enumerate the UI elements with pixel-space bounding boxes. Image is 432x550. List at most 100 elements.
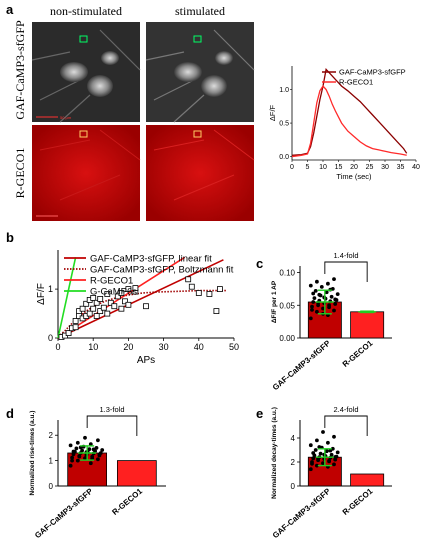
- row-label-green: GAF-CaMP3-sfGFP: [13, 20, 27, 120]
- data-dot: [329, 294, 334, 299]
- panel-c-letter: c: [256, 256, 263, 271]
- data-dot: [317, 292, 322, 297]
- col-label-nonstim: non-stimulated: [50, 4, 122, 18]
- legend-label: GAF-CaMP3-sfGFP, Boltzmann fit: [90, 265, 234, 276]
- x-tick-label: 5: [306, 164, 310, 171]
- data-dot: [321, 306, 325, 311]
- bar-chart-e: 0 2 4 Normalized decay-times (a.u.) 2.4-fold…: [271, 405, 392, 540]
- y-tick-label: 0: [291, 482, 296, 491]
- x-tick-label: 10: [319, 164, 327, 171]
- y-tick-label: 2: [291, 458, 296, 467]
- scatter-point: [188, 283, 195, 290]
- row-label-red: R-GECO1: [13, 148, 27, 199]
- scatter-point: [97, 295, 104, 302]
- significance-bracket: [324, 415, 368, 436]
- data-dot: [91, 447, 96, 452]
- data-dot: [70, 455, 74, 460]
- bar: [350, 473, 385, 487]
- series-line: [291, 68, 408, 156]
- y-axis-label: ΔF/F: [36, 283, 47, 305]
- legend-label: R-GECO1: [339, 78, 373, 87]
- data-dot: [87, 447, 92, 452]
- data-dot: [313, 289, 318, 293]
- data-dot: [308, 443, 313, 448]
- category-label: R-GECO1: [341, 486, 375, 517]
- data-dot: [316, 303, 320, 308]
- bar: [117, 460, 157, 487]
- category-label: GAF-CaMP3-sfGFP: [271, 338, 333, 392]
- fit-line: [57, 256, 186, 339]
- scatter-point: [213, 308, 220, 315]
- y-tick-label: 1: [48, 284, 53, 294]
- data-dot: [324, 290, 329, 295]
- series-line: [291, 85, 407, 158]
- data-dot: [333, 302, 338, 306]
- legend-label: GAF-CaMP3-sfGFP: [339, 68, 406, 77]
- micrograph-green-stim: [145, 22, 255, 123]
- panel-a-letter: a: [6, 2, 14, 17]
- data-dot: [88, 442, 93, 446]
- panel-d-letter: d: [6, 406, 14, 421]
- panel-e-letter: e: [256, 406, 263, 421]
- y-axis-label: Normalized decay-times (a.u.): [271, 407, 278, 499]
- micrograph-red-stim: [146, 125, 255, 221]
- x-tick-label: 40: [412, 164, 420, 171]
- col-label-stim: stimulated: [175, 4, 225, 18]
- y-tick-label: 4: [291, 434, 296, 443]
- scatter-point: [104, 310, 111, 317]
- scatter-point: [206, 291, 213, 297]
- data-dot: [312, 296, 317, 300]
- data-dot: [333, 297, 338, 302]
- scatter-point: [125, 286, 132, 293]
- y-axis-label: Normalized rise-times (a.u.): [29, 411, 36, 496]
- data-dot: [313, 448, 318, 452]
- data-dot: [77, 454, 82, 459]
- x-tick-label: 35: [397, 164, 405, 171]
- x-tick-label: 10: [88, 342, 98, 352]
- data-dot: [315, 279, 319, 284]
- scatter-point: [118, 305, 125, 312]
- data-dot: [75, 458, 80, 463]
- scale-bar-text: 50 µm: [60, 115, 72, 120]
- scatter-point: [90, 294, 97, 301]
- panel-b-letter: b: [6, 230, 14, 245]
- data-dot: [332, 434, 336, 439]
- data-dot: [332, 462, 336, 467]
- scatter-point: [97, 308, 104, 315]
- scatter-point: [83, 300, 90, 307]
- data-dot: [83, 435, 87, 440]
- data-dot: [335, 450, 340, 455]
- data-dot: [328, 448, 333, 453]
- y-tick-label: 0.0: [279, 154, 289, 161]
- fit-line: [57, 259, 224, 339]
- y-tick-label: 1.0: [279, 87, 289, 94]
- data-dot: [321, 461, 325, 466]
- data-dot: [68, 443, 73, 448]
- scatter-point: [93, 313, 100, 319]
- data-dot: [311, 300, 316, 304]
- x-tick-label: 50: [229, 342, 239, 352]
- data-dot: [97, 452, 102, 457]
- y-axis-label: ΔF/F: [268, 104, 277, 121]
- data-dot: [74, 446, 79, 451]
- x-tick-label: 30: [159, 342, 169, 352]
- scatter-point: [86, 310, 93, 317]
- legend-label: R-GECO1: [90, 276, 133, 287]
- scatter-point: [122, 298, 128, 305]
- bar: [350, 311, 385, 339]
- data-dot: [311, 451, 316, 455]
- scatter-point: [118, 290, 125, 296]
- micrograph-green-nonstim: 50 µm: [31, 22, 141, 123]
- category-label: R-GECO1: [341, 338, 375, 369]
- fold-label: 1.3-fold: [99, 405, 124, 414]
- data-dot: [333, 457, 338, 462]
- data-dot: [310, 308, 314, 312]
- data-dot: [319, 285, 324, 289]
- scatter-point: [93, 299, 100, 306]
- scatter-point: [72, 317, 79, 324]
- scatter-point: [125, 301, 132, 308]
- y-tick-label: 0.00: [279, 334, 295, 343]
- data-dot: [327, 305, 331, 310]
- scatter-point: [195, 290, 202, 296]
